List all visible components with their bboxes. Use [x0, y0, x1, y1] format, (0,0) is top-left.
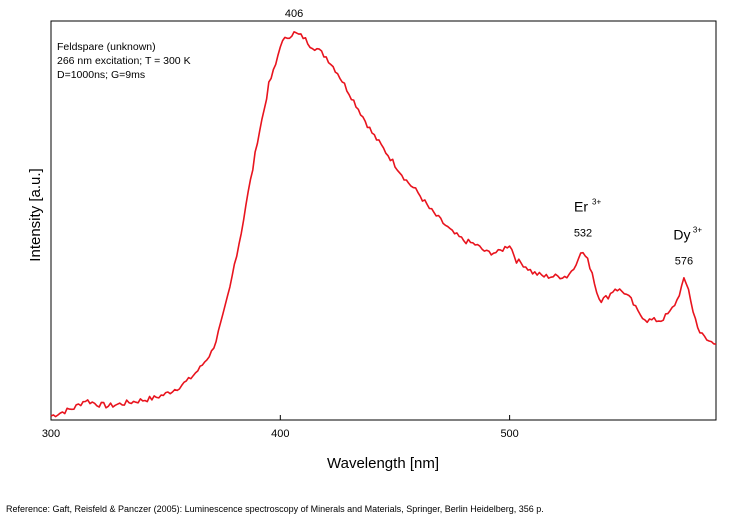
peak-charge-dy: 3+ — [693, 225, 702, 234]
peak-charge-er: 3+ — [592, 197, 601, 206]
x-tick-label-400: 400 — [271, 428, 289, 440]
peak-ion-er: Er — [574, 198, 588, 214]
info-line-2: 266 nm excitation; T = 300 K — [57, 55, 191, 67]
peak-value-406: 406 — [285, 8, 303, 20]
plot-frame — [50, 20, 717, 421]
x-tick-label-500: 500 — [500, 428, 518, 440]
peak-value-532: 532 — [574, 227, 592, 239]
info-box: Feldspare (unknown) 266 nm excitation; T… — [57, 41, 191, 81]
peak-ion-dy: Dy — [673, 226, 690, 242]
x-axis-ticks: 300 400 500 — [42, 415, 519, 440]
info-line-1: Feldspare (unknown) — [57, 41, 156, 53]
chart: Feldspare (unknown) 266 nm excitation; T… — [27, 8, 717, 472]
x-tick-label-300: 300 — [42, 428, 60, 440]
spectrum-line — [50, 31, 717, 418]
peak-value-576: 576 — [675, 255, 693, 267]
reference-text: Reference: Gaft, Reisfeld & Panczer (200… — [6, 504, 544, 514]
y-axis-title: Intensity [a.u.] — [27, 168, 44, 261]
info-line-3: D=1000ns; G=9ms — [57, 69, 145, 81]
x-axis-title: Wavelength [nm] — [327, 455, 439, 472]
